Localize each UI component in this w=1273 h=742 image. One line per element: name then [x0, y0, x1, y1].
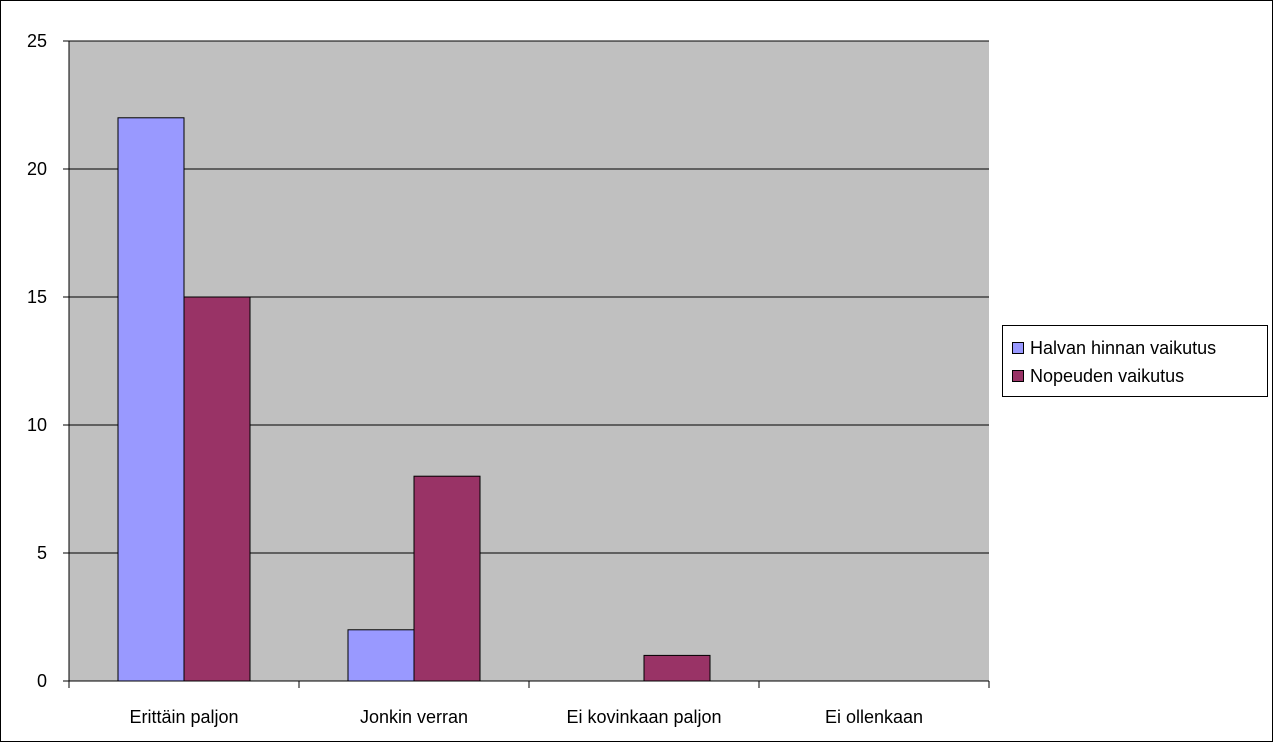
- bar-series-2-2: [643, 654, 711, 682]
- y-tick-label: 15: [27, 287, 47, 307]
- x-category-label: Erittäin paljon: [129, 707, 238, 727]
- bar-series-1-1: [347, 629, 415, 682]
- y-tick-label: 25: [27, 31, 47, 51]
- y-tick-label: 10: [27, 415, 47, 435]
- x-category-label: Jonkin verran: [360, 707, 468, 727]
- bar-series-1-0: [117, 117, 185, 682]
- x-category-label: Ei ollenkaan: [825, 707, 923, 727]
- legend-swatch-series-2: [1012, 370, 1024, 382]
- legend: Halvan hinnan vaikutus Nopeuden vaikutus: [1002, 325, 1268, 397]
- axes: 0 5 10 15 20 25 Erittäin paljon Jonkin verran Ei…: [27, 31, 990, 727]
- legend-label-series-1: Halvan hinnan vaikutus: [1030, 337, 1217, 358]
- bar-series-2-1: [413, 475, 481, 682]
- bars: [117, 117, 711, 682]
- legend-swatch-series-1: [1012, 342, 1024, 354]
- y-tick-label: 5: [37, 543, 47, 563]
- legend-label-series-2: Nopeuden vaikutus: [1030, 365, 1185, 386]
- legend-item-series-1: Halvan hinnan vaikutus: [1012, 334, 1267, 362]
- y-tick-label: 20: [27, 159, 47, 179]
- bar-series-2-0: [183, 296, 251, 682]
- x-category-label: Ei kovinkaan paljon: [566, 707, 721, 727]
- legend-item-series-2: Nopeuden vaikutus: [1012, 362, 1267, 390]
- y-tick-label: 0: [37, 671, 47, 691]
